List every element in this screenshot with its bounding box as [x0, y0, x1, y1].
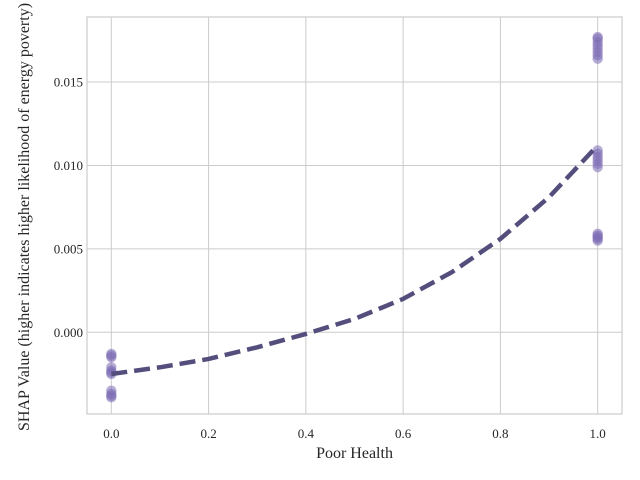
y-tick-label: 0.015 — [54, 75, 83, 90]
x-tick-label: 0.2 — [200, 426, 216, 441]
data-point — [106, 348, 117, 360]
data-point — [592, 145, 603, 156]
plot-frame — [86, 16, 623, 415]
x-tick-label: 0.6 — [395, 426, 412, 441]
x-axis-label: Poor Health — [316, 445, 393, 462]
y-tick-labels: 0.000 0.005 0.010 0.015 — [54, 75, 83, 340]
grid-lines — [87, 17, 622, 414]
x-tick-label: 0.4 — [298, 426, 315, 441]
data-point — [106, 392, 117, 403]
y-axis-label: SHAP Value (higher indicates higher like… — [16, 3, 33, 431]
trend-line-group — [111, 143, 600, 377]
x-tick-labels: 0.0 0.2 0.4 0.6 0.8 1.0 — [103, 426, 606, 441]
y-tick-label: 0.000 — [54, 325, 83, 340]
scatter-points — [106, 31, 603, 403]
y-tick-label: 0.005 — [54, 241, 83, 256]
data-point — [592, 228, 603, 240]
trend-line — [111, 143, 600, 377]
data-point — [592, 31, 603, 43]
x-tick-label: 1.0 — [590, 426, 606, 441]
x-tick-label: 0.8 — [492, 426, 508, 441]
x-tick-label: 0.0 — [103, 426, 119, 441]
y-tick-label: 0.010 — [54, 158, 83, 173]
